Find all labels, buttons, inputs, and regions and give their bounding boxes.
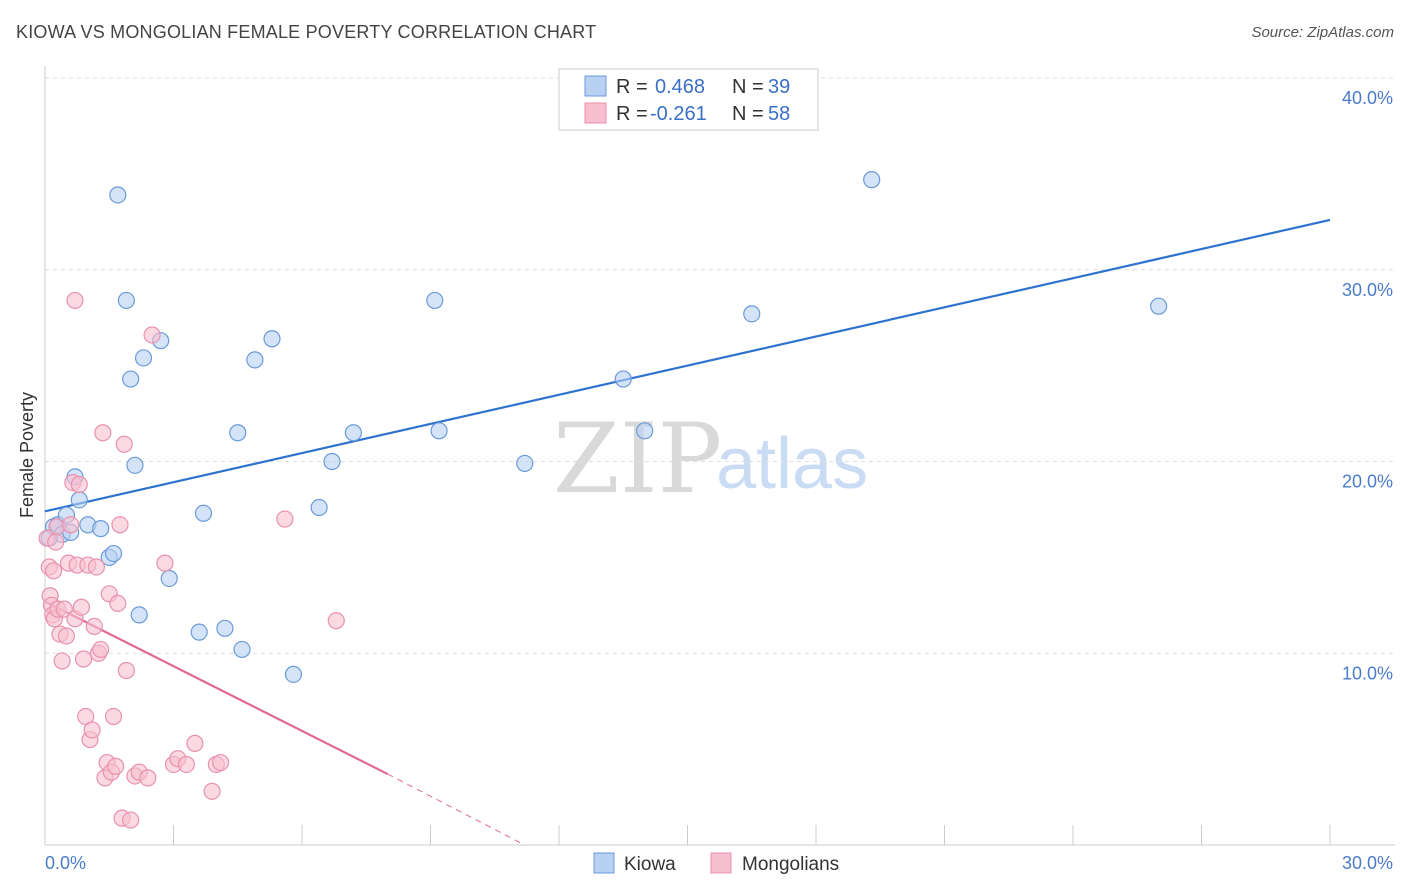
mongolians-point bbox=[47, 533, 65, 551]
kiowa-point bbox=[614, 370, 632, 388]
data-points bbox=[38, 171, 1168, 829]
mongolians-point bbox=[44, 562, 63, 580]
mongolians-point bbox=[72, 598, 91, 616]
axes bbox=[44, 66, 1395, 846]
kiowa-point bbox=[516, 454, 534, 473]
stats-legend: R = 0.468 N = 39 R = -0.261 N = 58 bbox=[558, 68, 819, 131]
series-legend: Kiowa Mongolians bbox=[593, 852, 839, 875]
legend-mongolians-r-label: R = bbox=[616, 103, 648, 125]
kiowa-point bbox=[194, 504, 213, 522]
kiowa-point bbox=[246, 351, 264, 369]
kiowa-point bbox=[284, 665, 303, 683]
legend-mongolians-n-value: 58 bbox=[768, 103, 790, 125]
y-tick-label: 10.0% bbox=[1342, 663, 1393, 683]
series-legend-kiowa-label: Kiowa bbox=[624, 854, 676, 875]
watermark-atlas: atlas bbox=[716, 424, 868, 504]
x-tick-label: 30.0% bbox=[1342, 853, 1393, 873]
kiowa-point bbox=[863, 171, 881, 189]
mongolians-point bbox=[85, 617, 103, 636]
kiowa-point bbox=[1150, 297, 1168, 315]
legend-kiowa-swatch bbox=[584, 75, 607, 97]
kiowa-point bbox=[263, 330, 281, 348]
mongolians-point bbox=[139, 769, 157, 787]
source-label: Source: ZipAtlas.com bbox=[1251, 24, 1394, 41]
series-legend-mongolians-label: Mongolians bbox=[742, 854, 839, 875]
chart-title: KIOWA VS MONGOLIAN FEMALE POVERTY CORREL… bbox=[16, 22, 597, 42]
series-legend-kiowa-swatch bbox=[593, 852, 615, 874]
mongolians-point bbox=[276, 510, 294, 528]
kiowa-point bbox=[216, 619, 234, 637]
mongolians-point bbox=[186, 734, 204, 752]
ticks: 10.0% 20.0% 30.0% 40.0% 0.0% 30.0% bbox=[45, 88, 1393, 873]
mongolians-point bbox=[122, 811, 140, 829]
kiowa-point bbox=[134, 349, 153, 367]
legend-mongolians-swatch bbox=[584, 102, 607, 124]
kiowa-point bbox=[233, 640, 251, 659]
mongolians-point bbox=[143, 326, 161, 344]
mongolians-point bbox=[117, 661, 135, 680]
mongolians-point bbox=[55, 600, 73, 618]
y-tick-label: 20.0% bbox=[1342, 472, 1393, 492]
mongolians-point bbox=[107, 757, 125, 775]
kiowa-point bbox=[190, 623, 208, 641]
mongolians-point bbox=[327, 612, 345, 630]
mongolians-point bbox=[70, 475, 88, 494]
kiowa-point bbox=[122, 370, 140, 388]
kiowa-point bbox=[430, 422, 448, 440]
kiowa-point bbox=[92, 520, 110, 538]
x-tick-label: 0.0% bbox=[45, 853, 86, 873]
mongolians-point bbox=[62, 516, 80, 534]
kiowa-point bbox=[109, 186, 127, 204]
mongolians-point bbox=[92, 640, 110, 659]
series-legend-mongolians-swatch bbox=[710, 852, 732, 874]
mongolians-point bbox=[104, 707, 123, 726]
kiowa-point bbox=[130, 606, 148, 624]
kiowa-point bbox=[743, 305, 761, 323]
trend-line-mongolians-extension bbox=[387, 773, 525, 846]
trend-line-mongolians bbox=[44, 600, 389, 776]
mongolians-point bbox=[115, 435, 133, 453]
legend-kiowa-r-label: R = bbox=[616, 76, 648, 98]
legend-mongolians-n-label: N = bbox=[732, 103, 764, 125]
kiowa-point bbox=[636, 422, 654, 440]
y-tick-label: 40.0% bbox=[1342, 88, 1393, 108]
mongolians-point bbox=[111, 516, 129, 534]
legend-mongolians-r-value: -0.261 bbox=[650, 103, 707, 125]
trend-line-kiowa bbox=[44, 218, 1331, 513]
kiowa-point bbox=[117, 291, 135, 310]
watermark-zip: ZIP bbox=[553, 403, 722, 515]
mongolians-point bbox=[57, 627, 76, 645]
mongolians-point bbox=[53, 652, 71, 670]
mongolians-point bbox=[212, 753, 230, 772]
y-tick-label: 30.0% bbox=[1342, 280, 1393, 300]
mongolians-point bbox=[66, 291, 84, 310]
kiowa-point bbox=[310, 498, 328, 517]
mongolians-point bbox=[109, 594, 127, 612]
mongolians-point bbox=[83, 721, 101, 739]
mongolians-point bbox=[74, 650, 93, 668]
legend-kiowa-n-value: 39 bbox=[768, 76, 790, 98]
kiowa-point bbox=[344, 424, 362, 442]
kiowa-point bbox=[70, 491, 88, 509]
mongolians-point bbox=[203, 782, 221, 800]
kiowa-point bbox=[323, 452, 341, 471]
mongolians-point bbox=[94, 424, 112, 442]
y-axis-label: Female Poverty bbox=[17, 392, 37, 518]
legend-kiowa-n-label: N = bbox=[732, 76, 764, 98]
trend-lines bbox=[44, 218, 1331, 846]
kiowa-point bbox=[426, 291, 444, 310]
mongolians-point bbox=[177, 755, 195, 774]
kiowa-point bbox=[229, 424, 247, 442]
mongolians-point bbox=[87, 558, 106, 576]
kiowa-point bbox=[160, 569, 178, 588]
kiowa-point bbox=[126, 456, 144, 474]
grid bbox=[45, 77, 1395, 654]
kiowa-point bbox=[104, 544, 123, 563]
mongolians-point bbox=[156, 554, 174, 572]
legend-kiowa-r-value: 0.468 bbox=[655, 76, 705, 98]
